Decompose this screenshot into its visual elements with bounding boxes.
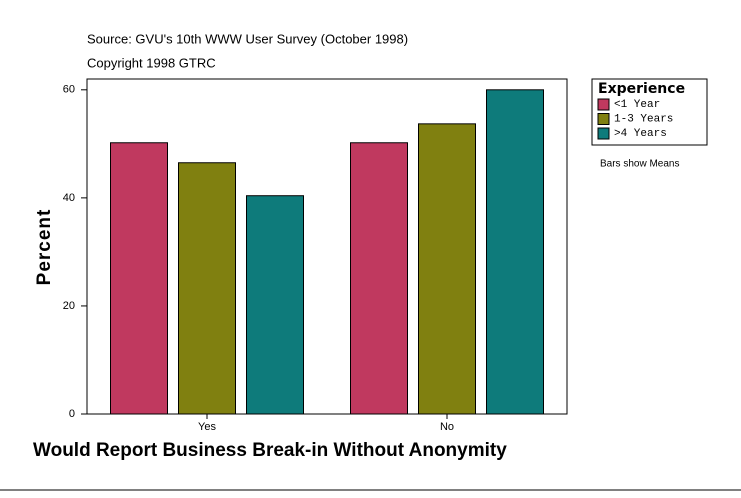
plot-frame: [86, 78, 568, 415]
y-tick-label: 40: [63, 192, 75, 204]
legend-swatch: [597, 98, 610, 111]
y-tick-label: 20: [63, 300, 75, 312]
x-tick-label: Yes: [198, 421, 216, 433]
source: Source: GVU's 10th WWW User Survey (Octo…: [87, 31, 408, 46]
legend-swatch: [597, 113, 610, 125]
note: Bars show Means: [600, 159, 679, 170]
bar: [246, 195, 304, 415]
bar: [486, 89, 544, 415]
x-tick-label: No: [440, 421, 454, 433]
y-axis-title: Percent: [34, 209, 55, 286]
legend-box: [591, 78, 708, 146]
legend-label: >4 Years: [614, 128, 667, 140]
legend-swatch: [597, 127, 610, 140]
bar: [178, 162, 236, 415]
legend-label: 1-3 Years: [614, 113, 673, 125]
copyright: Copyright 1998 GTRC: [87, 55, 216, 70]
y-tick-label: 60: [63, 84, 75, 96]
y-tick-label: 0: [69, 408, 75, 420]
bar: [350, 142, 408, 415]
x-axis-title: Would Report Business Break-in Without A…: [33, 440, 507, 461]
legend-label: <1 Year: [614, 99, 660, 111]
bar: [110, 142, 168, 415]
legend-title: Experience: [598, 81, 685, 97]
bar: [418, 123, 476, 415]
